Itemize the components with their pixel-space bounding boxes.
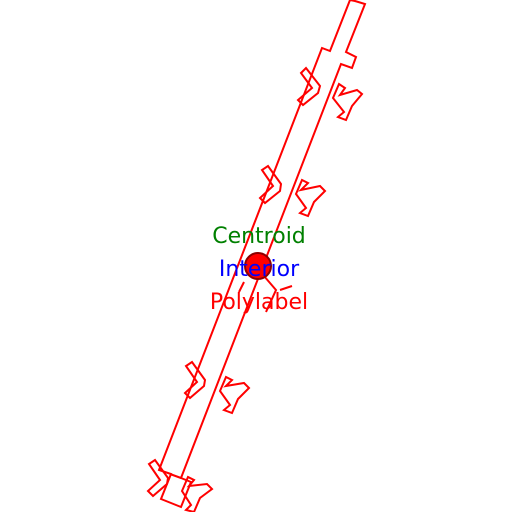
branch-right-1 bbox=[331, 82, 364, 122]
polygon-outline bbox=[146, 0, 367, 512]
branch-left-3 bbox=[183, 360, 207, 400]
interior-label: Interior bbox=[219, 257, 300, 282]
polylabel-label: Polylabel bbox=[210, 290, 308, 315]
branch-left-4 bbox=[146, 458, 170, 498]
shaft-outline bbox=[157, 0, 367, 509]
centroid-label: Centroid bbox=[212, 224, 306, 249]
branch-right-4 bbox=[180, 475, 214, 512]
branch-right-2 bbox=[294, 178, 327, 218]
branch-left-1 bbox=[296, 66, 322, 107]
branch-left-2 bbox=[258, 164, 283, 205]
label-point-marker bbox=[244, 252, 272, 280]
branch-right-3 bbox=[218, 375, 251, 415]
branch-center bbox=[238, 275, 293, 313]
inner-cut-line bbox=[169, 473, 182, 479]
